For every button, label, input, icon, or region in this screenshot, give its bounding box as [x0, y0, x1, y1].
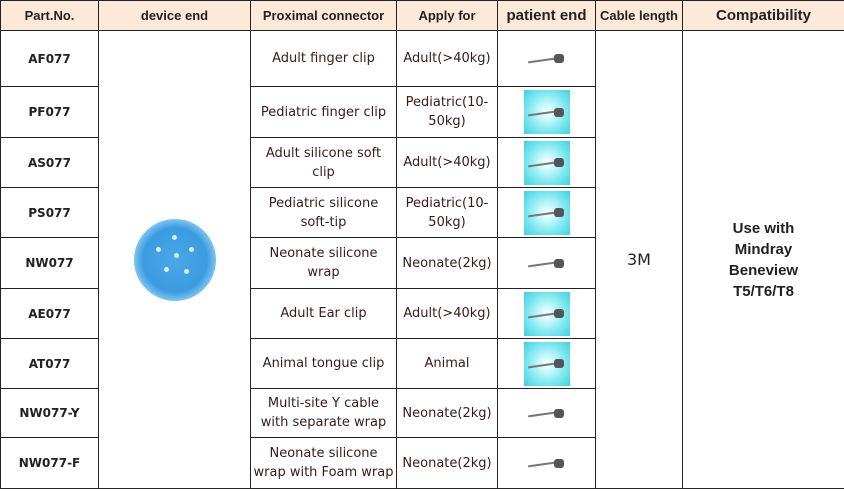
patient-end-cell: [497, 388, 596, 438]
header-patient-end: patient end: [497, 0, 596, 31]
connector-image: [133, 218, 216, 301]
table-row: AS077 Adult silicone soft clip Adult(>40kg…: [0, 137, 844, 188]
apply-for: Animal: [396, 338, 498, 389]
patient-end-image: [524, 241, 570, 285]
patient-end-image: [523, 190, 570, 235]
patient-end-cell: [497, 137, 596, 188]
patient-end-image: [523, 140, 570, 185]
proximal-connector: Pediatric finger clip: [250, 86, 397, 138]
proximal-connector: Neonate silicone wrap with Foam wrap: [250, 437, 397, 489]
patient-end-image: [524, 441, 570, 485]
apply-for: Adult(>40kg): [396, 288, 498, 339]
proximal-connector: Adult finger clip: [250, 30, 397, 87]
patient-end-image: [523, 90, 570, 134]
header-proximal: Proximal connector: [250, 0, 397, 31]
table-row: NW077-Y Multi-site Y cable with separate …: [0, 388, 844, 438]
table-row: NW077-F Neonate silicone wrap with Foam w…: [0, 437, 844, 489]
patient-end-cell: [497, 237, 596, 289]
header-part-no: Part.No.: [0, 0, 99, 31]
part-number: PS077: [0, 187, 99, 238]
device-end-cell: [98, 30, 251, 489]
part-number: NW077-F: [0, 437, 99, 489]
patient-end-image: [523, 291, 570, 336]
cable-length: 3M: [595, 30, 683, 489]
part-number: AS077: [0, 137, 99, 188]
part-number: AF077: [0, 30, 99, 87]
patient-end-image: [524, 391, 570, 435]
patient-end-cell: [497, 437, 596, 489]
header-compatibility: Compatibility: [682, 0, 844, 31]
patient-end-cell: [497, 338, 596, 389]
header-apply-for: Apply for: [396, 0, 498, 31]
apply-for: Neonate(2kg): [396, 237, 498, 289]
proximal-connector: Adult silicone soft clip: [250, 137, 397, 188]
part-number: AE077: [0, 288, 99, 339]
part-number: AT077: [0, 338, 99, 389]
table-row: PF077 Pediatric finger clip Pediatric(10-5…: [0, 86, 844, 138]
apply-for: Pediatric(10-50kg): [396, 86, 498, 138]
table-row: AT077 Animal tongue clip Animal: [0, 338, 844, 389]
table-row: AE077 Adult Ear clip Adult(>40kg): [0, 288, 844, 339]
table-row: PS077 Pediatric silicone soft-tip Pediatri…: [0, 187, 844, 238]
proximal-connector: Neonate silicone wrap: [250, 237, 397, 289]
patient-end-image: [524, 37, 570, 81]
patient-end-image: [523, 341, 570, 386]
part-number: NW077: [0, 237, 99, 289]
patient-end-cell: [497, 30, 596, 87]
header-cable-length: Cable length: [595, 0, 683, 31]
proximal-connector: Pediatric silicone soft-tip: [250, 187, 397, 238]
compatibility: Use with Mindray Beneview T5/T6/T8: [682, 30, 844, 489]
part-number: PF077: [0, 86, 99, 138]
apply-for: Adult(>40kg): [396, 137, 498, 188]
part-number: NW077-Y: [0, 388, 99, 438]
apply-for: Pediatric(10-50kg): [396, 187, 498, 238]
header-row: Part.No. device end Proximal connector A…: [0, 0, 844, 31]
apply-for: Adult(>40kg): [396, 30, 498, 87]
patient-end-cell: [497, 288, 596, 339]
proximal-connector: Multi-site Y cable with separate wrap: [250, 388, 397, 438]
patient-end-cell: [497, 86, 596, 138]
proximal-connector: Adult Ear clip: [250, 288, 397, 339]
table-row: AF077 Adult finger clip Adult(>40kg) 3M Use…: [0, 30, 844, 489]
header-device-end: device end: [98, 0, 251, 31]
proximal-connector: Animal tongue clip: [250, 338, 397, 389]
apply-for: Neonate(2kg): [396, 388, 498, 438]
apply-for: Neonate(2kg): [396, 437, 498, 489]
patient-end-cell: [497, 187, 596, 238]
table-row: NW077 Neonate silicone wrap Neonate(2kg): [0, 237, 844, 289]
